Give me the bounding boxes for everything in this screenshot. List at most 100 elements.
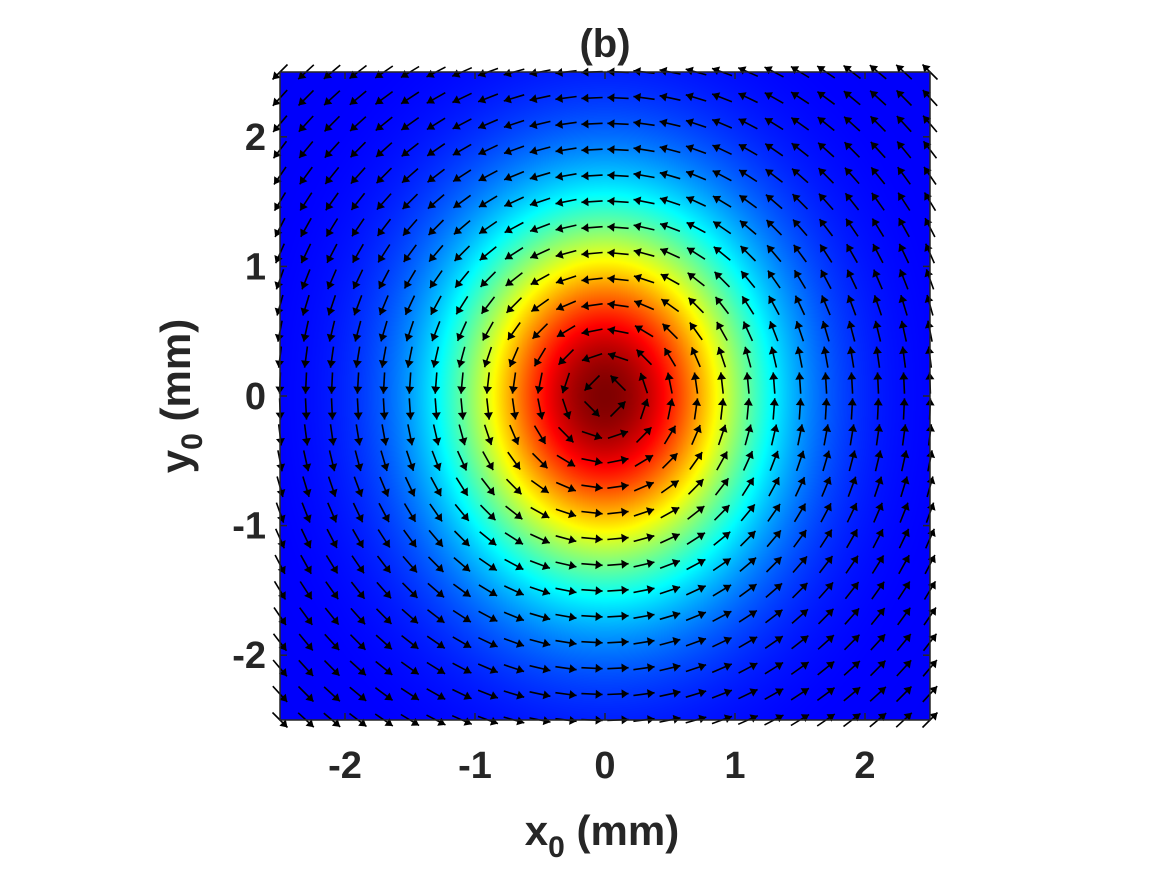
quiver-arrow-head xyxy=(687,247,696,256)
quiver-arrow-head xyxy=(929,686,938,695)
quiver-arrow-head xyxy=(437,692,446,700)
quiver-arrow xyxy=(924,294,934,316)
quiver-arrow xyxy=(555,535,577,544)
quiver-arrow-head xyxy=(620,455,629,465)
quiver-arrow-head xyxy=(478,69,487,78)
quiver-arrow-head xyxy=(924,192,932,201)
quiver-arrow xyxy=(791,582,809,599)
quiver-arrow xyxy=(298,115,314,133)
x-tick-label: -1 xyxy=(458,745,492,787)
quiver-arrow-head xyxy=(792,168,801,177)
quiver-arrow xyxy=(794,320,805,342)
quiver-arrow-head xyxy=(826,687,835,696)
quiver-arrow xyxy=(353,398,363,420)
quiver-arrow-head xyxy=(877,660,886,669)
quiver-arrow-head xyxy=(900,476,910,485)
quiver-arrow xyxy=(480,296,496,315)
quiver-arrow xyxy=(738,169,758,183)
quiver-arrow xyxy=(452,609,472,623)
quiver-arrow xyxy=(378,295,389,316)
quiver-arrow xyxy=(900,424,909,446)
quiver-arrow xyxy=(403,269,417,289)
quiver-arrow xyxy=(768,476,780,497)
quiver-arrow-head xyxy=(843,91,852,100)
quiver-arrow-head xyxy=(739,220,749,229)
quiver-arrow-head xyxy=(872,320,882,329)
quiver-arrow-head xyxy=(568,586,577,596)
quiver-arrow xyxy=(478,144,498,156)
quiver-arrow xyxy=(323,115,341,132)
quiver-arrow-head xyxy=(899,398,909,406)
quiver-arrow xyxy=(712,636,732,648)
quiver-arrow xyxy=(818,218,834,237)
quiver-arrow-head xyxy=(351,201,360,210)
quiver-arrow-head xyxy=(274,176,282,185)
y-axis-label-main: y xyxy=(152,449,199,473)
quiver-arrow-head xyxy=(795,398,805,406)
quiver-arrow xyxy=(378,346,388,368)
quiver-arrow xyxy=(768,346,778,368)
quiver-arrow xyxy=(555,224,577,233)
quiver-arrow-head xyxy=(698,714,707,724)
quiver-arrow xyxy=(633,507,655,517)
quiver-arrow-head xyxy=(664,372,674,381)
quiver-arrow-head xyxy=(584,382,593,391)
quiver-arrow-head xyxy=(453,226,463,235)
quiver-arrow-head xyxy=(747,531,756,540)
quiver-arrow-head xyxy=(794,270,802,279)
quiver-arrow-head xyxy=(846,244,855,253)
quiver-arrow xyxy=(607,274,629,284)
quiver-arrow xyxy=(379,476,390,497)
quiver-arrow-head xyxy=(541,510,550,519)
quiver-arrow-head xyxy=(634,299,643,308)
quiver-arrow xyxy=(478,557,498,572)
quiver-arrow xyxy=(431,372,441,394)
quiver-arrow-head xyxy=(607,248,615,258)
quiver-arrow-head xyxy=(426,69,435,78)
quiver-arrow xyxy=(324,141,340,159)
quiver-arrow-head xyxy=(798,503,806,512)
quiver-arrow-head xyxy=(692,398,701,406)
quiver-arrow-head xyxy=(846,218,854,227)
quiver-arrow xyxy=(529,248,551,260)
quiver-arrow xyxy=(452,688,472,700)
quiver-arrow-head xyxy=(400,70,410,78)
quiver-arrow-head xyxy=(723,714,732,723)
quiver-arrow-head xyxy=(462,614,471,623)
quiver-arrow xyxy=(791,634,809,650)
quiver-arrow xyxy=(505,505,523,520)
quiver-arrow xyxy=(659,688,681,698)
quiver-arrow-head xyxy=(299,149,308,158)
quiver-arrow-head xyxy=(901,555,910,564)
quiver-arrow xyxy=(349,141,367,158)
y-axis-ticks: -2 -1 0 1 2 xyxy=(232,117,930,677)
quiver-arrow xyxy=(899,372,909,394)
quiver-arrow-head xyxy=(844,167,853,176)
quiver-arrow xyxy=(503,94,525,104)
quiver-arrow-head xyxy=(429,279,438,289)
quiver-arrow xyxy=(556,454,576,467)
quiver-arrow xyxy=(326,269,337,290)
quiver-arrow xyxy=(742,450,754,471)
quiver-arrow xyxy=(581,223,603,233)
quiver-arrow xyxy=(607,663,629,673)
quiver-arrow xyxy=(297,89,315,107)
quiver-arrow xyxy=(529,612,551,622)
quiver-arrow-head xyxy=(383,615,392,624)
quiver-arrow-head xyxy=(898,320,908,329)
quiver-arrow xyxy=(692,398,701,420)
quiver-arrow-head xyxy=(797,477,806,486)
quiver-arrow-head xyxy=(874,450,884,459)
quiver-arrow-head xyxy=(452,69,461,78)
quiver-arrow xyxy=(324,166,340,185)
quiver-arrow-head xyxy=(899,346,908,355)
quiver-arrow xyxy=(560,372,571,394)
quiver-arrow xyxy=(349,660,367,676)
quiver-arrow xyxy=(430,321,441,342)
quiver-arrow xyxy=(607,611,629,621)
quiver-arrow xyxy=(845,555,859,574)
quiver-arrow xyxy=(453,530,471,547)
quiver-arrow xyxy=(713,504,731,521)
quiver-arrow xyxy=(738,636,758,649)
quiver-arrow-head xyxy=(354,463,364,472)
